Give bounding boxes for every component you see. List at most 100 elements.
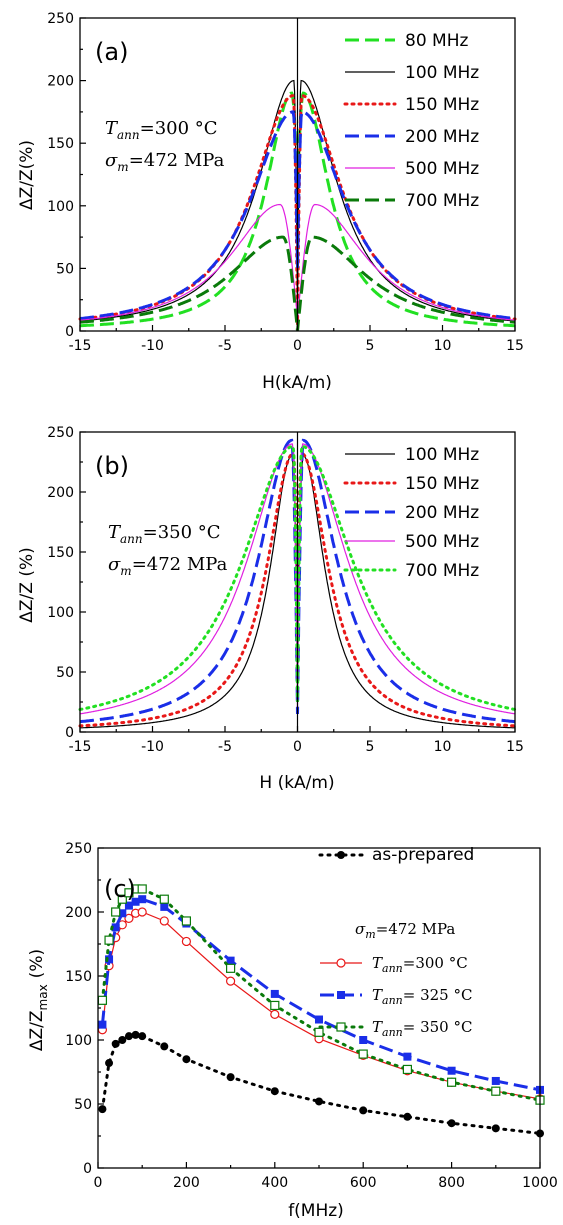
data-point <box>138 1032 146 1040</box>
y-tick-label: 0 <box>65 725 74 741</box>
data-point <box>315 1028 323 1036</box>
data-point <box>271 990 279 998</box>
x-tick-label: 5 <box>366 739 375 755</box>
x-tick-label: -5 <box>218 739 232 755</box>
chart-c-y-label-main: ΔZ/Z <box>27 1010 47 1051</box>
data-point <box>403 1113 411 1121</box>
y-tick-label: 50 <box>56 665 74 681</box>
chart-b-y-label: ΔZ/Z (%) <box>17 547 37 622</box>
data-point <box>227 977 235 985</box>
data-point <box>98 1021 106 1029</box>
data-point <box>448 1078 456 1086</box>
legend-label: 200 MHz <box>405 127 479 147</box>
chart-b-stress-annotation: σm=472 MPa <box>108 554 228 578</box>
x-tick-label: -10 <box>141 338 164 354</box>
x-tick-label: 10 <box>434 739 452 755</box>
chart-c-sigma-value: =472 MPa <box>376 920 456 938</box>
chart-a-panel-label: (a) <box>95 38 128 66</box>
y-tick-label: 100 <box>65 1033 92 1049</box>
chart-a-temp-annotation: Tann=300 °C <box>105 118 218 142</box>
legend-t-sub: ann <box>382 1026 403 1039</box>
chart-a-sigma-sub: m <box>117 160 128 174</box>
data-point <box>227 1073 235 1081</box>
y-tick-label: 0 <box>65 324 74 340</box>
data-point <box>403 1053 411 1061</box>
data-point <box>492 1124 500 1132</box>
chart-c-y-label: ΔZ/Zmax (%) <box>27 949 50 1051</box>
data-point <box>315 1097 323 1105</box>
data-point <box>337 991 345 999</box>
data-point <box>359 1036 367 1044</box>
legend-label: Tann= 325 °C <box>372 986 472 1007</box>
chart-a-t-sub: ann <box>117 128 140 142</box>
data-point <box>403 1065 411 1073</box>
y-tick-label: 150 <box>47 136 74 152</box>
chart-b-temp-annotation: Tann=350 °C <box>108 522 221 546</box>
data-point <box>98 996 106 1004</box>
data-point <box>112 908 120 916</box>
legend-t-sub: ann <box>382 994 403 1007</box>
chart-b-t-value: =350 °C <box>143 522 221 543</box>
data-point <box>182 917 190 925</box>
x-tick-label: 1000 <box>522 1175 558 1191</box>
data-point <box>359 1050 367 1058</box>
chart-b-x-label: H (kA/m) <box>259 773 334 793</box>
x-tick-label: -15 <box>69 338 92 354</box>
series-line <box>102 912 540 1099</box>
y-tick-label: 250 <box>65 841 92 857</box>
data-point <box>337 1023 345 1031</box>
x-tick-label: -5 <box>218 338 232 354</box>
data-point <box>182 1055 190 1063</box>
y-tick-label: 200 <box>47 74 74 90</box>
legend-t-sub: ann <box>382 962 403 975</box>
y-tick-label: 250 <box>47 425 74 441</box>
x-tick-label: 400 <box>261 1175 288 1191</box>
data-point <box>271 1087 279 1095</box>
chart-c: 0 200 400 600 800 1000050100150200250 (c) as-… <box>27 841 558 1221</box>
chart-c-sigma-sub: m <box>365 928 375 941</box>
chart-a-x-label: H(kA/m) <box>262 373 332 393</box>
legend-label: 500 MHz <box>405 159 479 179</box>
y-tick-label: 150 <box>65 969 92 985</box>
data-point <box>337 959 345 967</box>
y-tick-label: 0 <box>83 1161 92 1177</box>
chart-a-sigma-value: =472 MPa <box>129 150 225 171</box>
x-tick-label: 15 <box>506 338 524 354</box>
data-point <box>182 937 190 945</box>
data-point <box>160 1042 168 1050</box>
chart-a-legend: 80 MHz 100 MHz 150 MHz 200 MHz 500 MHz 700 MH… <box>345 31 479 211</box>
x-tick-label: 15 <box>506 739 524 755</box>
data-point <box>271 1001 279 1009</box>
chart-c-y-label-sub: max <box>36 984 50 1010</box>
legend-label: as-prepared <box>372 845 474 865</box>
data-point <box>359 1106 367 1114</box>
data-point <box>271 1010 279 1018</box>
data-point <box>448 1067 456 1075</box>
legend-label: 100 MHz <box>405 445 479 465</box>
legend-label: 100 MHz <box>405 63 479 83</box>
legend-t-value: = 350 °C <box>403 1018 473 1036</box>
chart-b-t-sub: ann <box>120 532 143 546</box>
data-point <box>98 1105 106 1113</box>
legend-label: 700 MHz <box>405 191 479 211</box>
data-point <box>138 908 146 916</box>
chart-b-sigma-symbol: σ <box>108 554 121 575</box>
legend-label: 150 MHz <box>405 474 479 494</box>
data-point <box>315 1016 323 1024</box>
data-point <box>160 895 168 903</box>
y-tick-label: 200 <box>47 485 74 501</box>
x-tick-label: -15 <box>69 739 92 755</box>
y-tick-label: 250 <box>47 11 74 27</box>
data-point <box>138 895 146 903</box>
data-point <box>337 851 345 859</box>
chart-a-sigma-symbol: σ <box>105 150 118 171</box>
legend-t-value: = 325 °C <box>403 986 473 1004</box>
y-tick-label: 100 <box>47 605 74 621</box>
data-point <box>160 903 168 911</box>
chart-c-y-label-unit: (%) <box>27 949 47 978</box>
chart-a-stress-annotation: σm=472 MPa <box>105 150 225 174</box>
series-line <box>102 1035 540 1134</box>
